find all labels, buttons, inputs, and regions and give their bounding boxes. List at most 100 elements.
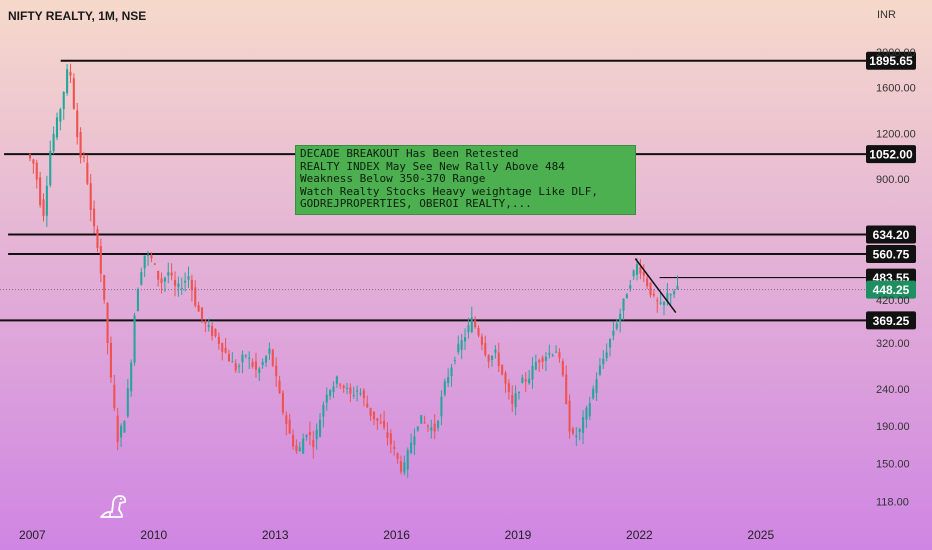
note-line: Watch Realty Stocks Heavy weightage Like…: [300, 184, 599, 198]
x-tick-label: 2019: [505, 528, 532, 542]
candle: [659, 292, 662, 306]
analysis-note-box[interactable]: DECADE BREAKOUT Has Been Retested REALTY…: [295, 145, 636, 215]
level-price-label[interactable]: 560.75: [866, 245, 916, 264]
candle: [467, 317, 470, 339]
y-tick-label: 1600.00: [876, 83, 916, 95]
candle: [136, 287, 139, 312]
candle: [157, 270, 160, 287]
candle: [578, 427, 581, 441]
note-line: GODREJPROPERTIES, OBEROI REALTY,...: [300, 197, 532, 211]
current-price-label[interactable]: 448.25: [866, 280, 916, 299]
y-tick-label: 118.00: [876, 496, 909, 508]
candle: [568, 394, 571, 439]
candle: [592, 385, 595, 400]
level-price-label[interactable]: 1895.65: [866, 51, 916, 70]
svg-text:560.75: 560.75: [873, 248, 910, 262]
candle: [308, 421, 311, 446]
candle: [389, 429, 392, 454]
candle: [571, 426, 574, 436]
candle: [288, 413, 291, 434]
candle: [393, 440, 396, 456]
x-tick-label: 2016: [383, 528, 410, 542]
chart-title: NIFTY REALTY, 1M, NSE: [8, 9, 147, 23]
candle: [28, 153, 32, 162]
candle: [167, 262, 170, 284]
candle: [625, 292, 628, 299]
candle: [619, 308, 622, 333]
candle: [126, 379, 129, 418]
candle: [238, 363, 241, 374]
candle: [113, 375, 116, 412]
candle: [494, 345, 497, 359]
candle: [399, 455, 403, 475]
dinosaur-icon[interactable]: [98, 490, 132, 520]
candle: [153, 262, 156, 266]
candle: [194, 280, 197, 308]
candle: [534, 354, 537, 371]
candle: [298, 441, 301, 452]
y-tick-label: 420.00: [876, 295, 910, 307]
candle: [437, 419, 440, 432]
candle: [514, 385, 517, 416]
candle: [42, 193, 45, 222]
x-tick-label: 2010: [140, 528, 167, 542]
candle: [281, 390, 284, 416]
candle: [325, 387, 328, 411]
y-tick-label: 900.00: [876, 174, 910, 186]
candle: [612, 321, 615, 341]
candle: [538, 358, 541, 372]
candle: [673, 288, 676, 299]
candle: [349, 383, 352, 403]
candle: [49, 140, 52, 188]
candle: [443, 378, 446, 397]
candle: [69, 63, 72, 84]
candle: [656, 297, 659, 313]
candle: [598, 357, 601, 377]
candle: [345, 382, 349, 395]
candle: [649, 282, 652, 298]
candle: [497, 342, 500, 372]
candle: [187, 266, 190, 288]
svg-text:448.25: 448.25: [873, 283, 910, 297]
candle: [322, 401, 325, 428]
trend-line[interactable]: [634, 258, 677, 313]
candle: [662, 301, 666, 316]
candle: [180, 277, 183, 296]
candle: [480, 333, 483, 351]
candle: [103, 274, 106, 304]
candle: [669, 293, 672, 305]
level-price-label[interactable]: 1052.00: [866, 145, 916, 164]
candle: [356, 385, 359, 402]
candle: [575, 426, 578, 446]
candle: [82, 151, 86, 163]
level-price-label[interactable]: 634.20: [866, 225, 916, 244]
candle: [484, 335, 487, 357]
candle: [423, 415, 426, 424]
candle: [369, 407, 372, 421]
note-line: Weakness Below 350-370 Range: [300, 172, 486, 186]
svg-text:634.20: 634.20: [873, 228, 910, 242]
candle: [278, 375, 281, 394]
candle: [99, 238, 102, 283]
candle: [642, 264, 645, 282]
candle: [318, 412, 322, 438]
level-price-label[interactable]: 369.25: [866, 311, 916, 330]
candle: [383, 410, 386, 430]
candle: [265, 354, 268, 367]
candle: [170, 263, 173, 281]
candle: [602, 350, 605, 370]
candle: [511, 385, 514, 413]
candle: [555, 345, 558, 353]
candle: [406, 447, 409, 478]
candle: [403, 455, 406, 476]
candle: [86, 154, 89, 186]
candle: [292, 429, 295, 450]
y-tick-label: 240.00: [876, 384, 910, 396]
candle: [221, 342, 224, 361]
candle: [639, 258, 642, 280]
candle: [359, 388, 362, 397]
candle: [109, 336, 112, 383]
candle: [130, 359, 133, 397]
candle: [190, 274, 193, 302]
